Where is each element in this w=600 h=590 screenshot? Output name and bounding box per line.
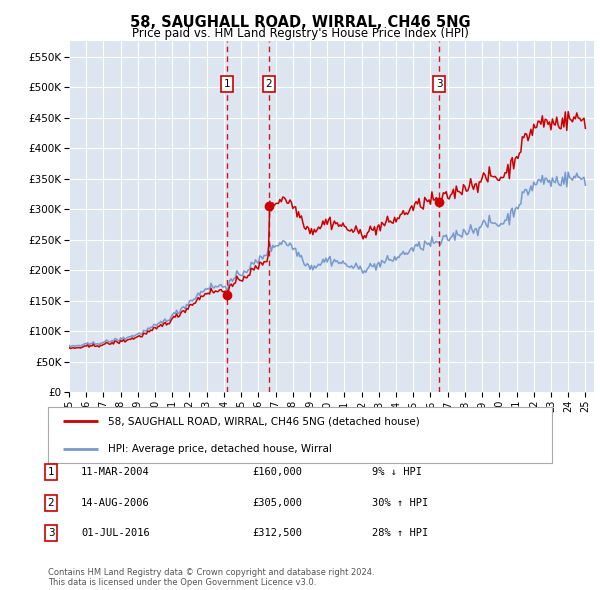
Text: 11-MAR-2004: 11-MAR-2004 (81, 467, 150, 477)
Text: £312,500: £312,500 (252, 529, 302, 538)
Text: 14-AUG-2006: 14-AUG-2006 (81, 498, 150, 507)
Text: £160,000: £160,000 (252, 467, 302, 477)
Text: 9% ↓ HPI: 9% ↓ HPI (372, 467, 422, 477)
Text: 3: 3 (47, 529, 55, 538)
Text: 2: 2 (47, 498, 55, 507)
Text: 28% ↑ HPI: 28% ↑ HPI (372, 529, 428, 538)
Text: 30% ↑ HPI: 30% ↑ HPI (372, 498, 428, 507)
Text: 3: 3 (436, 79, 442, 89)
Text: 1: 1 (47, 467, 55, 477)
Text: Contains HM Land Registry data © Crown copyright and database right 2024.
This d: Contains HM Land Registry data © Crown c… (48, 568, 374, 587)
Text: 1: 1 (224, 79, 230, 89)
Text: 58, SAUGHALL ROAD, WIRRAL, CH46 5NG (detached house): 58, SAUGHALL ROAD, WIRRAL, CH46 5NG (det… (109, 416, 420, 426)
Text: 2: 2 (266, 79, 272, 89)
Text: 01-JUL-2016: 01-JUL-2016 (81, 529, 150, 538)
Text: Price paid vs. HM Land Registry's House Price Index (HPI): Price paid vs. HM Land Registry's House … (131, 27, 469, 40)
Text: 58, SAUGHALL ROAD, WIRRAL, CH46 5NG: 58, SAUGHALL ROAD, WIRRAL, CH46 5NG (130, 15, 470, 30)
Text: HPI: Average price, detached house, Wirral: HPI: Average price, detached house, Wirr… (109, 444, 332, 454)
Text: £305,000: £305,000 (252, 498, 302, 507)
